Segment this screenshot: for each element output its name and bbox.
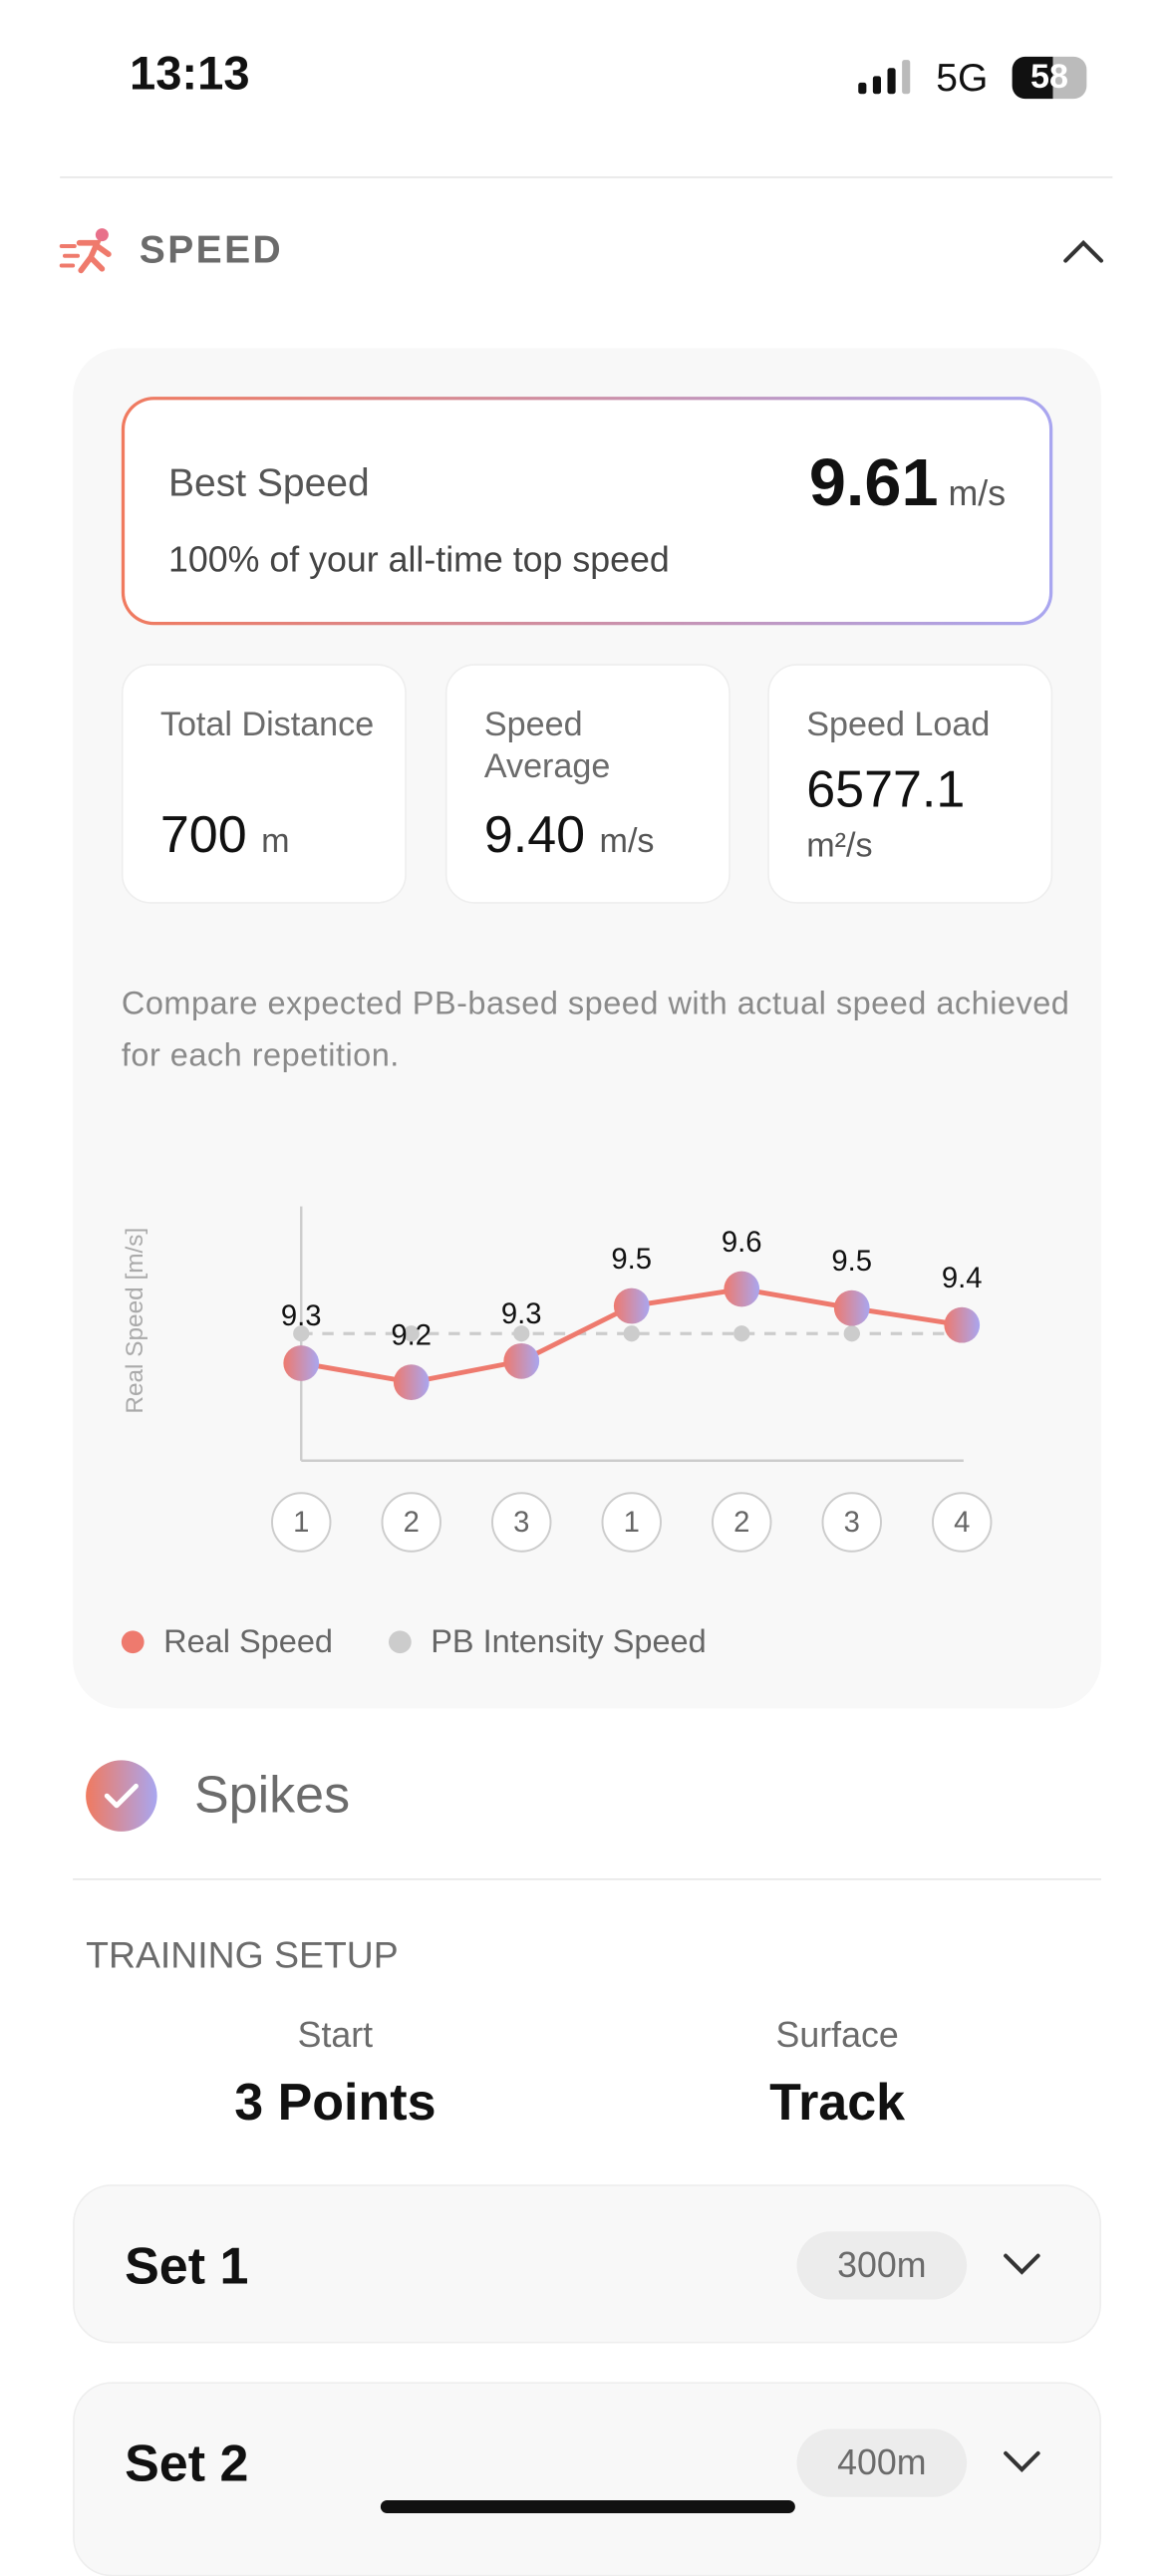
collapse-chevron[interactable] [1059,233,1108,269]
best-speed-value: 9.61 [808,444,939,520]
data-label: 9.4 [942,1263,983,1294]
x-tick-label: 3 [513,1507,529,1539]
x-tick-label: 1 [293,1507,309,1539]
setup-title: TRAINING SETUP [86,1933,399,1976]
pb-point [733,1325,750,1342]
speed-point [393,1364,430,1400]
stat-value: 6577.1 [806,759,965,819]
stat-unit: m²/s [806,827,873,865]
speed-point [503,1342,540,1379]
data-label: 9.3 [281,1300,322,1332]
x-tick-label: 4 [954,1507,970,1539]
signal-icon [858,60,911,95]
network: 5G [936,56,989,101]
chart-description: Compare expected PB-based speed with act… [121,986,1070,1074]
best-speed-label: Best Speed [168,461,370,505]
best-speed-unit: m/s [948,472,1007,514]
divider [73,1878,1101,1880]
equipment-label: Spikes [194,1765,351,1824]
stat-label: Speed Average [483,706,611,786]
stat-tile: Speed Average 9.40 m/s [444,664,730,904]
stat-tile: Speed Load 6577.1 m²/s [767,664,1053,904]
x-tick-label: 3 [844,1507,860,1539]
stat-value: 9.40 m/s [484,805,655,865]
x-tick-label: 1 [624,1507,640,1539]
pb-point [513,1325,530,1342]
best-speed-box: Best Speed 9.61 m/s 100% of your all-tim… [121,397,1053,626]
category-badge [601,1492,662,1553]
setup-value: Track [769,2073,906,2132]
data-label: 9.6 [722,1227,762,1259]
stat-tile: Total Distance 700 m [121,664,407,904]
stat-label: Speed Load [806,706,991,743]
legend-label: PB Intensity Speed [431,1623,706,1659]
x-tick-label: 2 [404,1507,420,1539]
check-icon[interactable] [85,1759,159,1834]
pb-point [403,1325,420,1342]
legend-swatch [389,1630,412,1654]
category-badge [381,1492,441,1553]
stat-number: 6577.1 [806,759,966,818]
speed-icon [59,228,112,274]
speed-point [833,1289,870,1326]
setup-label: Start [297,2014,374,2056]
battery: 58 [1012,56,1087,100]
best-speed-subtitle: 100% of your all-time top speed [168,539,670,580]
expand-chevron[interactable] [1001,2445,1042,2478]
pb-point [843,1325,860,1342]
setup-value: 3 Points [234,2073,437,2132]
data-label: 9.5 [611,1244,652,1276]
stat-unit: m/s [599,822,655,860]
set-distance: 300m [796,2231,968,2300]
data-label: 9.2 [391,1319,432,1351]
stat-value: 700 m [160,805,290,865]
clock: 13:13 [130,48,250,101]
best-speed-line: 9.61 m/s [809,445,1006,521]
expand-chevron[interactable] [1001,2248,1042,2281]
setup-label: Surface [775,2014,899,2056]
section-title[interactable]: SPEED [139,228,284,272]
legend-label: Real Speed [163,1623,333,1659]
home-indicator [380,2500,795,2513]
category-badge [821,1492,882,1553]
category-badge [491,1492,552,1553]
legend-swatch [121,1630,145,1654]
category-badge [271,1492,332,1553]
speed-point [283,1345,320,1381]
speed-point [944,1306,981,1343]
set-name: Set 2 [125,2433,249,2492]
y-axis-label: Real Speed [m/s] [122,1228,148,1414]
data-label: 9.5 [831,1246,872,1278]
set-card[interactable]: Set 2 400m [73,2382,1101,2576]
x-tick-label: 2 [733,1507,749,1539]
set-distance: 400m [796,2429,968,2497]
category-badge [932,1492,993,1553]
category-badge [712,1492,772,1553]
stat-label: Total Distance [159,706,375,743]
stat-number: 700 [159,804,247,864]
screen: 13:13 5G 58 SPEED Best Speed 9.61 m/s 10… [59,48,1113,2576]
set-name: Set 1 [125,2236,249,2295]
chart: Real Speed [m/s] 1 2 3 1 2 3 4 9.3 9.2 9.3 9.5 9.6 9.… [121,1206,993,1659]
divider [60,176,1113,178]
set-card[interactable]: Set 1 300m [73,2184,1101,2344]
stat-number: 9.40 [483,804,586,864]
speed-point [613,1288,650,1324]
data-label: 9.3 [501,1298,542,1330]
pb-point [293,1325,310,1342]
speed-point [724,1271,760,1307]
stat-unit: m [261,822,290,860]
pb-point [623,1325,640,1342]
